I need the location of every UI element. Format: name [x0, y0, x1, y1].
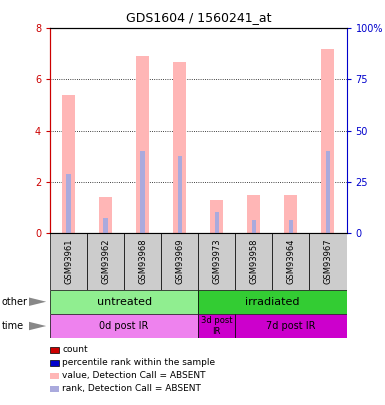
Text: 0d post IR: 0d post IR — [99, 321, 149, 331]
Bar — [99, 197, 112, 233]
Bar — [198, 290, 346, 314]
Text: GSM93968: GSM93968 — [138, 239, 147, 284]
Text: GSM93961: GSM93961 — [64, 239, 73, 284]
Polygon shape — [29, 322, 46, 330]
Bar — [326, 151, 330, 233]
Text: value, Detection Call = ABSENT: value, Detection Call = ABSENT — [62, 371, 206, 380]
Title: GDS1604 / 1560241_at: GDS1604 / 1560241_at — [126, 11, 271, 24]
Text: 7d post IR: 7d post IR — [266, 321, 316, 331]
Text: GSM93973: GSM93973 — [212, 239, 221, 284]
Text: GSM93964: GSM93964 — [286, 239, 295, 284]
Bar — [235, 233, 273, 290]
Text: time: time — [2, 321, 24, 331]
Text: rank, Detection Call = ABSENT: rank, Detection Call = ABSENT — [62, 384, 201, 393]
Text: GSM93967: GSM93967 — [323, 239, 333, 284]
Bar — [235, 314, 346, 338]
Bar — [62, 95, 75, 233]
Text: other: other — [2, 297, 28, 307]
Bar — [50, 314, 198, 338]
Bar — [177, 156, 182, 233]
Text: count: count — [62, 345, 88, 354]
Bar — [50, 233, 87, 290]
Bar — [66, 174, 71, 233]
Text: GSM93958: GSM93958 — [249, 239, 258, 284]
Bar — [136, 56, 149, 233]
Bar — [161, 233, 198, 290]
Bar — [50, 290, 198, 314]
Bar — [252, 220, 256, 233]
Bar — [285, 194, 297, 233]
Bar — [214, 212, 219, 233]
Bar — [321, 49, 335, 233]
Text: untreated: untreated — [97, 297, 152, 307]
Bar — [141, 151, 145, 233]
Bar — [273, 233, 310, 290]
Bar — [310, 233, 346, 290]
Text: percentile rank within the sample: percentile rank within the sample — [62, 358, 216, 367]
Bar — [173, 62, 186, 233]
Bar — [289, 220, 293, 233]
Bar — [104, 217, 108, 233]
Text: GSM93962: GSM93962 — [101, 239, 110, 284]
Bar — [198, 233, 235, 290]
Polygon shape — [29, 297, 46, 306]
Bar — [124, 233, 161, 290]
Bar — [248, 194, 260, 233]
Bar — [210, 200, 223, 233]
Bar — [198, 314, 235, 338]
Text: irradiated: irradiated — [245, 297, 300, 307]
Text: GSM93969: GSM93969 — [175, 239, 184, 284]
Bar — [87, 233, 124, 290]
Text: 3d post
IR: 3d post IR — [201, 316, 233, 336]
